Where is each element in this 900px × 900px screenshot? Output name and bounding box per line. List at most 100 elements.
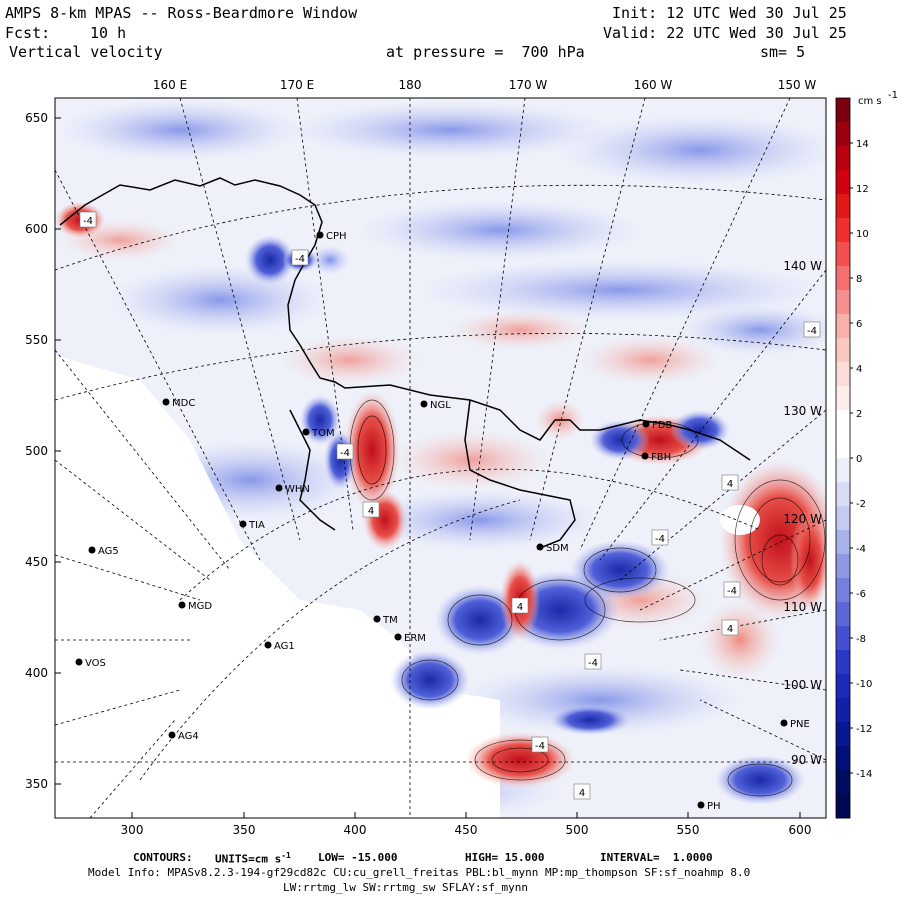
station-ag5: AG5 xyxy=(88,546,119,557)
contour-label: 4 xyxy=(573,783,591,800)
contour-label-text: -4 xyxy=(807,326,817,337)
station-label: FDB xyxy=(652,420,672,431)
station-label: TIA xyxy=(248,520,265,531)
colorbar-swatch xyxy=(836,242,850,267)
contour-label: 4 xyxy=(511,597,529,614)
station-mdc: MDC xyxy=(162,398,195,409)
colorbar-swatch xyxy=(836,530,850,555)
colorbar-tick-label: -4 xyxy=(856,544,866,555)
init-time: Init: 12 UTC Wed 30 Jul 25 xyxy=(612,4,847,22)
y-tick-label: 500 xyxy=(25,444,48,458)
station-label: ERM xyxy=(404,633,426,644)
contour-label: -4 xyxy=(803,321,821,338)
colorbar-swatch xyxy=(836,338,850,363)
high-value: HIGH= 15.000 xyxy=(465,851,545,864)
station-label: WHN xyxy=(285,484,310,495)
smoothing: sm= 5 xyxy=(760,43,806,61)
x-tick-label: 400 xyxy=(344,823,367,837)
station-ag4: AG4 xyxy=(168,731,199,742)
station-ag1: AG1 xyxy=(264,641,295,652)
model-info: Model Info: MPASv8.2.3-194-gf29cd82c CU:… xyxy=(88,866,751,879)
station-tm: TM xyxy=(373,615,398,626)
y-tick-label: 400 xyxy=(25,666,48,680)
right-longitude-label: 130 W xyxy=(783,404,822,418)
contour-label-text: -4 xyxy=(588,658,598,669)
station-sdm: SDM xyxy=(536,543,569,554)
contour-label-text: 4 xyxy=(517,602,523,613)
colorbar-swatch xyxy=(836,698,850,723)
contour-label: -4 xyxy=(79,211,97,228)
colorbar-tick-label: 4 xyxy=(856,364,862,375)
colorbar-swatch xyxy=(836,746,850,771)
colorbar-tick-label: -2 xyxy=(856,499,866,510)
colorbar-tick-label: 0 xyxy=(856,454,862,465)
contour-label-text: -4 xyxy=(727,586,737,597)
colorbar-swatch xyxy=(836,722,850,747)
station-label: TOM xyxy=(311,428,335,439)
contour-label: -4 xyxy=(291,249,309,266)
station-label: PNE xyxy=(790,719,810,730)
contour-label: -4 xyxy=(723,581,741,598)
map-title: AMPS 8-km MPAS -- Ross-Beardmore Window xyxy=(5,4,358,22)
longitude-label: 170 E xyxy=(280,78,314,92)
contour-label: -4 xyxy=(336,443,354,460)
interval-value: INTERVAL= 1.0000 xyxy=(600,851,713,864)
colorbar-swatch xyxy=(836,314,850,339)
vertical-velocity-field xyxy=(55,98,826,818)
station-ph: PH xyxy=(697,801,721,812)
station-label: VOS xyxy=(85,658,106,669)
contours-label: CONTOURS: xyxy=(133,851,193,864)
model-info-physics: LW:rrtmg_lw SW:rrtmg_sw SFLAY:sf_mynn xyxy=(283,881,529,894)
right-longitude-label: 100 W xyxy=(783,678,822,692)
pressure-level: at pressure = 700 hPa xyxy=(386,43,585,61)
colorbar-tick-label: 6 xyxy=(856,319,862,330)
station-label: TM xyxy=(382,615,398,626)
colorbar-tick-label: 8 xyxy=(856,274,862,285)
units-label: UNITS=cm s-1 xyxy=(215,851,291,866)
coastline xyxy=(59,177,751,549)
station-vos: VOS xyxy=(75,658,106,669)
contour-label-text: 4 xyxy=(727,479,733,490)
colorbar-units: cm s xyxy=(858,96,882,107)
contour-value-labels: -4 -4 -4 -4 -4 4 4 4 4 4 -4 -4 -4 xyxy=(79,211,821,800)
colorbar-swatch xyxy=(836,266,850,291)
right-longitude-label: 140 W xyxy=(783,259,822,273)
contour-label: 4 xyxy=(721,619,739,636)
map-frame xyxy=(54,97,827,819)
colorbar-swatch xyxy=(836,650,850,675)
contour-label-text: -4 xyxy=(655,534,665,545)
contour-label-text: -4 xyxy=(295,254,305,265)
colorbar-swatch xyxy=(836,434,850,459)
colorbar-swatch xyxy=(836,218,850,243)
graticule xyxy=(55,98,826,818)
colorbar-tick-label: -14 xyxy=(856,769,872,780)
station-tia: TIA xyxy=(239,520,265,531)
colorbar-swatch xyxy=(836,98,850,123)
station-markers: CPH MDC NGL TOM WHN TIA AG5 MGD AG1 VOS AG4 SDM ERM T… xyxy=(75,231,810,812)
forecast-hour: 10 h xyxy=(90,24,127,42)
longitude-label: 150 W xyxy=(778,78,817,92)
station-label: FBH xyxy=(651,452,671,463)
right-longitude-labels: 140 W 130 W 120 W 110 W 100 W 90 W xyxy=(783,259,822,767)
colorbar-tick-label: -12 xyxy=(856,724,872,735)
station-label: AG1 xyxy=(274,641,295,652)
station-tom: TOM xyxy=(302,428,335,439)
colorbar-swatch xyxy=(836,554,850,579)
colorbar-swatch xyxy=(836,290,850,315)
contour-label: -4 xyxy=(531,736,549,753)
colorbar-swatch xyxy=(836,578,850,603)
colorbar-swatch xyxy=(836,458,850,483)
longitude-labels: 160 E 170 E 180 170 W 160 W 150 W xyxy=(153,78,817,92)
y-axis-ticks: 650 600 550 500 450 400 350 xyxy=(25,111,61,791)
colorbar-swatch xyxy=(836,122,850,147)
colorbar-swatch xyxy=(836,362,850,387)
x-axis-ticks: 300 350 400 450 500 550 600 xyxy=(121,812,811,837)
colorbar-swatch xyxy=(836,506,850,531)
forecast-label: Fcst: xyxy=(5,24,51,42)
colorbar-tick-label: -8 xyxy=(856,634,866,645)
station-ngl: NGL xyxy=(420,400,451,411)
station-whn: WHN xyxy=(275,484,310,495)
colorbar-tick-label: 12 xyxy=(856,184,869,195)
low-value: LOW= -15.000 xyxy=(318,851,398,864)
station-label: MGD xyxy=(188,601,212,612)
